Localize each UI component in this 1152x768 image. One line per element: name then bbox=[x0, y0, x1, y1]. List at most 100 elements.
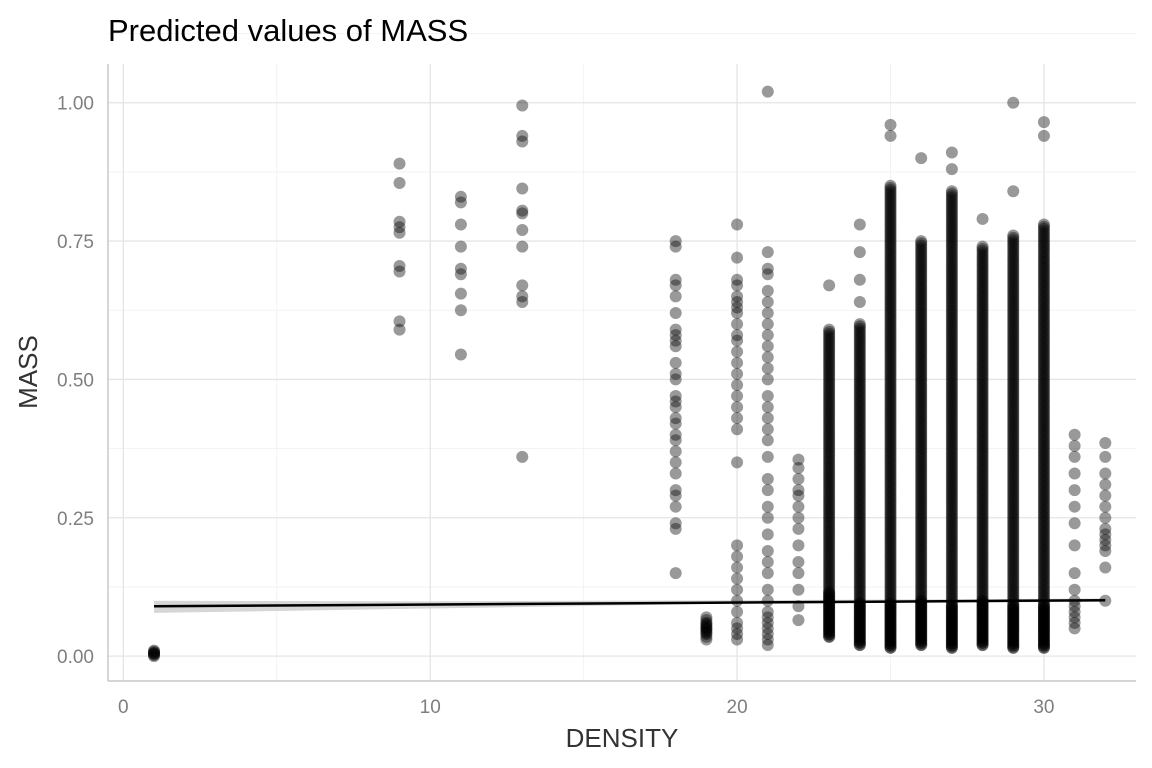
data-point bbox=[945, 362, 958, 375]
data-point bbox=[915, 511, 928, 524]
data-point bbox=[945, 619, 958, 632]
data-point bbox=[884, 456, 897, 469]
data-point bbox=[884, 314, 897, 327]
data-point bbox=[976, 315, 989, 328]
data-point bbox=[1007, 542, 1020, 555]
data-point bbox=[1007, 537, 1020, 550]
data-point bbox=[853, 625, 866, 638]
data-point bbox=[884, 621, 897, 634]
data-point bbox=[884, 431, 897, 444]
data-point bbox=[945, 311, 958, 324]
data-point bbox=[884, 573, 897, 586]
data-point bbox=[976, 298, 989, 311]
data-point bbox=[1037, 413, 1050, 426]
x-tick-label: 30 bbox=[1033, 697, 1054, 718]
data-point bbox=[1037, 366, 1050, 379]
data-point bbox=[823, 453, 836, 466]
data-point bbox=[884, 617, 897, 630]
data-point bbox=[1068, 484, 1081, 497]
data-point bbox=[1007, 497, 1020, 510]
data-point bbox=[915, 625, 928, 638]
data-point bbox=[915, 301, 928, 314]
data-point bbox=[1007, 641, 1020, 654]
data-point bbox=[1007, 579, 1020, 592]
data-point bbox=[884, 270, 897, 283]
data-point bbox=[884, 445, 897, 458]
data-point bbox=[1007, 426, 1020, 439]
data-point bbox=[945, 291, 958, 304]
data-point bbox=[1007, 599, 1020, 612]
data-point bbox=[976, 490, 989, 503]
data-point bbox=[1007, 599, 1020, 612]
data-point bbox=[945, 635, 958, 648]
data-point bbox=[761, 262, 774, 275]
data-point bbox=[853, 382, 866, 395]
data-point bbox=[853, 627, 866, 640]
data-point bbox=[884, 515, 897, 528]
data-point bbox=[1007, 287, 1020, 300]
data-point bbox=[1007, 353, 1020, 366]
data-point bbox=[945, 269, 958, 282]
data-point bbox=[1007, 619, 1020, 632]
data-point bbox=[976, 276, 989, 289]
data-point bbox=[884, 241, 897, 254]
data-point bbox=[1007, 315, 1020, 328]
data-point bbox=[853, 388, 866, 401]
data-point bbox=[945, 619, 958, 632]
data-point bbox=[823, 405, 836, 418]
data-point bbox=[1037, 612, 1050, 625]
data-point bbox=[976, 304, 989, 317]
data-point bbox=[945, 557, 958, 570]
data-point bbox=[976, 581, 989, 594]
data-point bbox=[945, 568, 958, 581]
data-point bbox=[915, 524, 928, 537]
data-point bbox=[976, 258, 989, 271]
data-point bbox=[915, 424, 928, 437]
data-point bbox=[884, 418, 897, 431]
data-point bbox=[853, 481, 866, 494]
data-point bbox=[884, 529, 897, 542]
data-point bbox=[884, 509, 897, 522]
data-point bbox=[945, 402, 958, 415]
data-point bbox=[884, 248, 897, 261]
data-point bbox=[731, 539, 744, 552]
data-point bbox=[1037, 238, 1050, 251]
data-point bbox=[1037, 513, 1050, 526]
data-point bbox=[915, 623, 928, 636]
data-point bbox=[393, 315, 406, 328]
data-point bbox=[1037, 588, 1050, 601]
data-point bbox=[976, 284, 989, 297]
data-point bbox=[1037, 599, 1050, 612]
data-point bbox=[853, 614, 866, 627]
data-point bbox=[976, 612, 989, 625]
data-point bbox=[976, 424, 989, 437]
data-point bbox=[884, 301, 897, 314]
data-point bbox=[853, 532, 866, 545]
data-point bbox=[945, 189, 958, 202]
data-point bbox=[945, 302, 958, 315]
data-point bbox=[1007, 457, 1020, 470]
data-point bbox=[1007, 581, 1020, 594]
data-point bbox=[945, 624, 958, 637]
data-point bbox=[1007, 296, 1020, 309]
data-point bbox=[976, 271, 989, 284]
data-point bbox=[853, 377, 866, 390]
data-point bbox=[976, 289, 989, 302]
data-point bbox=[915, 482, 928, 495]
y-tick-label: 0.00 bbox=[57, 647, 94, 668]
data-point bbox=[976, 605, 989, 618]
data-point bbox=[792, 453, 805, 466]
data-point bbox=[884, 206, 897, 219]
data-point bbox=[1037, 271, 1050, 284]
data-point bbox=[884, 526, 897, 539]
data-point bbox=[823, 575, 836, 588]
data-point bbox=[976, 557, 989, 570]
data-point bbox=[454, 348, 467, 361]
data-point bbox=[1037, 451, 1050, 464]
data-point bbox=[1037, 517, 1050, 530]
data-point bbox=[884, 296, 897, 309]
data-point bbox=[1037, 347, 1050, 360]
data-point bbox=[976, 481, 989, 494]
data-point bbox=[945, 382, 958, 395]
data-point bbox=[148, 645, 161, 658]
